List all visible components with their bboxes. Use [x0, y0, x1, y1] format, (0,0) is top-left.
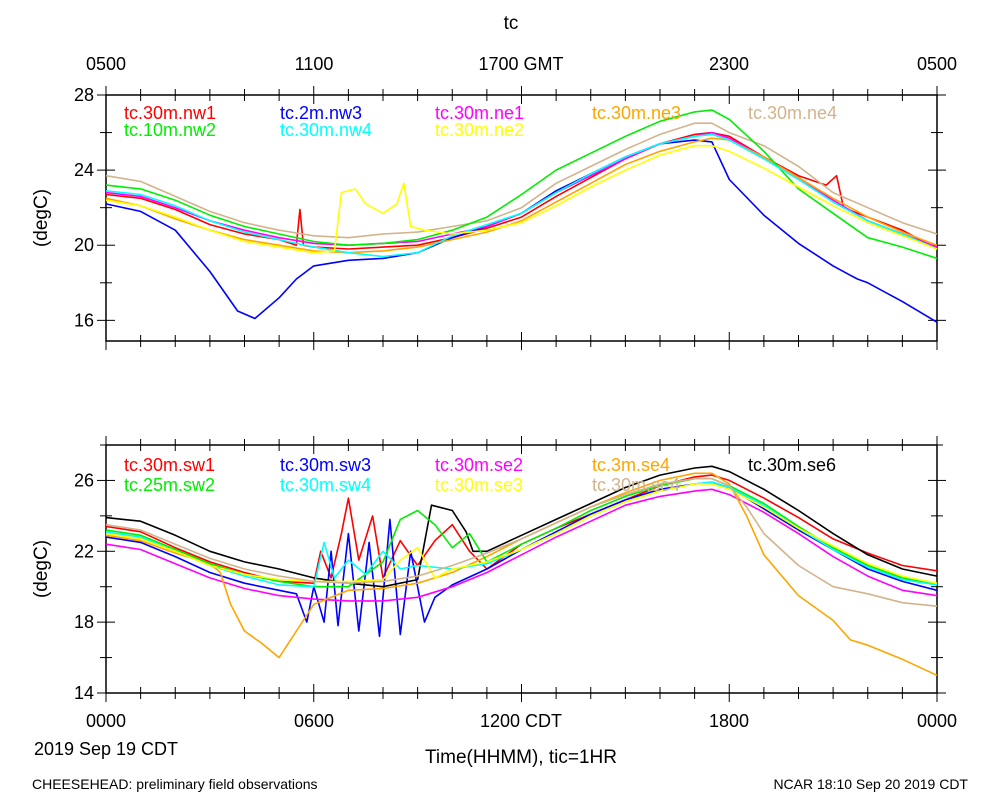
series-line-tc.30m.ne2 [105, 144, 938, 254]
series-line-tc.30m.sw3 [105, 481, 938, 638]
date-label: 2019 Sep 19 CDT [34, 739, 178, 759]
series-line-tc.30m.se3 [105, 483, 938, 584]
series-line-tc.30m.ne3 [105, 137, 938, 254]
series-line-tc.30m.ne4 [105, 122, 938, 239]
plot-bottom-legend: tc.30m.sw1 tc.30m.sw3 tc.30m.se2 tc.3m.se4 t… [124, 455, 836, 495]
plot-top-x-ticks [105, 86, 938, 350]
chart-title: tc [504, 13, 519, 34]
footer-right: NCAR 18:10 Sep 20 2019 CDT [773, 776, 968, 792]
legend-entry: tc.30m.se4 [592, 475, 680, 495]
y-tick-label: 20 [74, 235, 94, 255]
legend-entry: tc.30m.sw4 [280, 475, 371, 495]
plot-bottom-y-ticks: 14 18 22 26 [74, 444, 946, 703]
bottom-axis-labels: 0000 0600 1200 CDT 1800 0000 [86, 711, 957, 731]
series-line-tc.30m.nw4 [105, 133, 938, 258]
series-line-tc.30m.se2 [105, 488, 938, 602]
y-tick-label: 16 [74, 310, 94, 330]
plot-bottom-x-ticks [105, 436, 938, 702]
plot-top-series [105, 109, 938, 323]
legend-entry: tc.30m.nw1 [124, 103, 216, 123]
top-axis-label: 2300 [709, 54, 749, 74]
y-tick-label: 26 [74, 470, 94, 490]
legend-entry: tc.30m.ne2 [435, 120, 524, 140]
series-line-tc.3m.se4 [105, 472, 938, 677]
legend-entry: tc.10m.nw2 [124, 120, 216, 140]
legend-entry: tc.25m.sw2 [124, 475, 215, 495]
series-line-tc.30m.nw1 [105, 131, 938, 250]
x-axis-label: Time(HHMM), tic=1HR [425, 747, 617, 768]
y-tick-label: 28 [74, 85, 94, 105]
top-axis-labels: 0500 1100 1700 GMT 2300 0500 [86, 54, 957, 74]
series-line-tc.30m.se6 [105, 465, 938, 588]
top-axis-label: 1100 [295, 54, 334, 74]
bottom-axis-label: 1200 CDT [480, 711, 562, 731]
plot-top-legend: tc.30m.nw1 tc.2m.nw3 tc.30m.ne1 tc.30m.ne3 t… [124, 103, 837, 140]
legend-entry: tc.30m.sw3 [280, 455, 371, 475]
legend-entry: tc.30m.nw4 [280, 120, 372, 140]
bottom-axis-label: 0000 [86, 711, 126, 731]
plot-top-ylabel: (degC) [31, 189, 52, 247]
top-axis-label: 0500 [917, 54, 957, 74]
legend-entry: tc.30m.se2 [435, 455, 523, 475]
legend-entry: tc.30m.ne4 [748, 103, 837, 123]
legend-entry: tc.30m.se6 [748, 455, 836, 475]
series-line-tc.10m.nw2 [105, 109, 938, 260]
y-tick-label: 18 [74, 612, 94, 632]
plot-bottom-ylabel: (degC) [31, 540, 52, 598]
y-tick-label: 14 [74, 683, 94, 703]
top-axis-label: 0500 [86, 54, 126, 74]
legend-entry: tc.30m.ne1 [435, 103, 524, 123]
bottom-axis-label: 0000 [917, 711, 957, 731]
top-axis-label: 1700 GMT [478, 54, 563, 74]
series-line-tc.2m.nw3 [105, 139, 938, 323]
series-line-tc.30m.sw4 [105, 481, 938, 588]
legend-entry: tc.2m.nw3 [280, 103, 362, 123]
legend-entry: tc.30m.sw1 [124, 455, 215, 475]
plot-top-y-ticks: 16 20 24 28 [74, 85, 946, 330]
series-line-tc.30m.sw1 [105, 474, 938, 584]
footer-left: CHEESEHEAD: preliminary field observatio… [32, 776, 318, 792]
plot-bottom-series [105, 465, 938, 677]
y-tick-label: 24 [74, 160, 94, 180]
legend-entry: tc.30m.se3 [435, 475, 523, 495]
bottom-axis-label: 1800 [709, 711, 749, 731]
legend-entry: tc.30m.ne3 [592, 103, 681, 123]
legend-entry: tc.3m.se4 [592, 455, 670, 475]
bottom-axis-label: 0600 [294, 711, 334, 731]
y-tick-label: 22 [74, 541, 94, 561]
series-line-tc.30m.se4 [105, 477, 938, 607]
